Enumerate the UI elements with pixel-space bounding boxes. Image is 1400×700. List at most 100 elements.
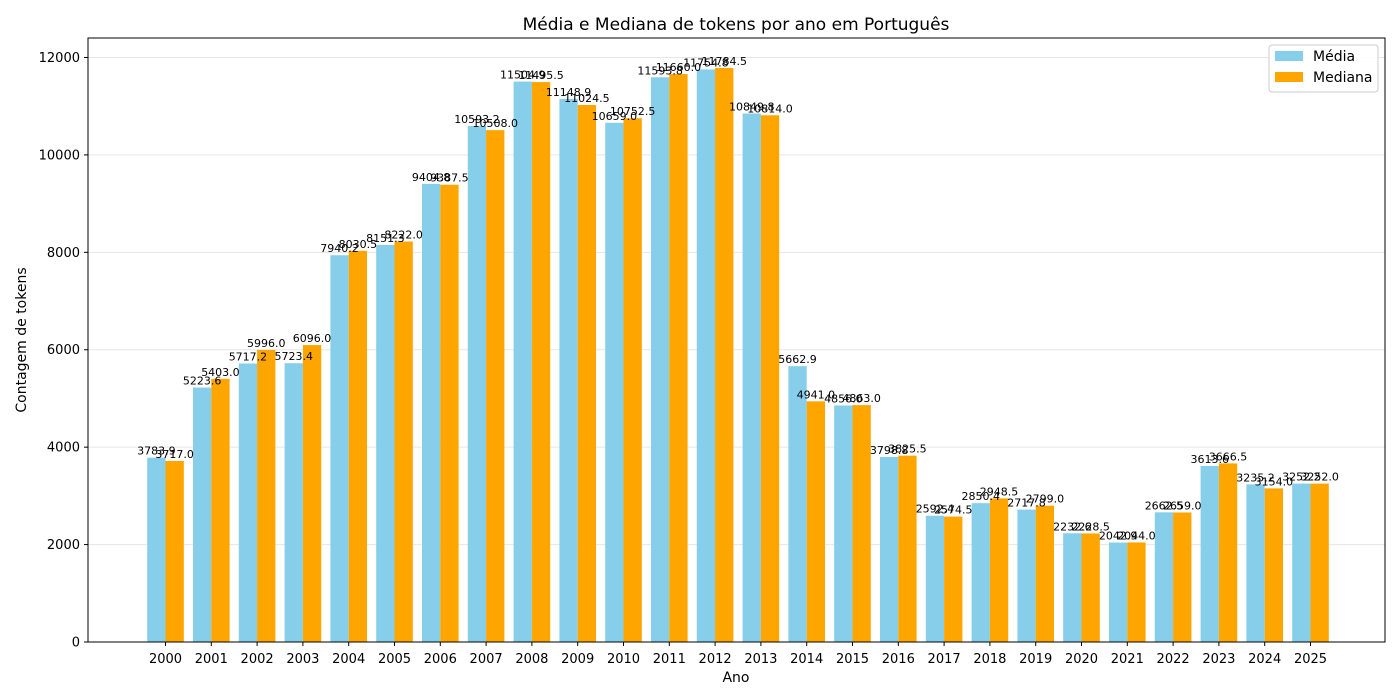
bar-media-2008 <box>513 81 532 642</box>
x-tick-label-2007: 2007 <box>470 652 503 667</box>
bar-mediana-2012 <box>715 67 734 642</box>
bar-media-2004 <box>330 255 349 642</box>
bar-label-mediana-2024: 3154.0 <box>1255 475 1294 488</box>
bar-media-2005 <box>376 244 395 642</box>
x-tick-label-2005: 2005 <box>378 652 411 667</box>
x-tick-label-2018: 2018 <box>973 652 1006 667</box>
bar-label-mediana-2022: 2659.0 <box>1163 499 1202 512</box>
bar-label-mediana-2016: 3825.5 <box>888 443 927 456</box>
x-tick-label-2011: 2011 <box>653 652 686 667</box>
x-tick-label-2008: 2008 <box>515 652 548 667</box>
bar-media-2017 <box>925 515 945 642</box>
legend: Média Mediana <box>1268 44 1379 93</box>
bar-label-media-2008: 11504.9 <box>500 69 546 82</box>
bar-label-mediana-2013: 10814.0 <box>747 102 793 115</box>
bar-label-mediana-2010: 10752.5 <box>610 105 656 118</box>
bar-mediana-2006 <box>440 184 459 642</box>
bar-media-2007 <box>467 126 487 642</box>
bar-media-2013 <box>742 113 761 642</box>
bar-label-media-2004: 7940.2 <box>320 242 359 255</box>
bar-label-mediana-2002: 5996.0 <box>247 337 286 350</box>
bar-label-mediana-2015: 4863.0 <box>842 392 881 405</box>
legend-label-mediana: Mediana <box>1313 70 1373 86</box>
bar-media-2014 <box>788 366 807 642</box>
x-tick-label-2009: 2009 <box>561 652 594 667</box>
bar-media-2024 <box>1246 484 1265 642</box>
x-tick-label-2015: 2015 <box>836 652 869 667</box>
y-tick-label-4000: 4000 <box>47 441 80 456</box>
y-tick-label-8000: 8000 <box>47 246 80 261</box>
bar-label-media-2002: 5717.2 <box>229 351 268 364</box>
bar-label-media-2018: 2850.4 <box>962 490 1001 503</box>
x-tick-label-2004: 2004 <box>332 652 365 667</box>
x-tick-label-2024: 2024 <box>1248 652 1281 667</box>
bar-label-mediana-2006: 9387.5 <box>430 172 469 185</box>
bar-label-mediana-2025: 3252.0 <box>1300 471 1339 484</box>
bar-mediana-2009 <box>577 105 596 642</box>
bar-label-media-2023: 3613.6 <box>1191 453 1230 466</box>
bar-media-2019 <box>1017 509 1036 642</box>
bar-media-2006 <box>422 183 441 642</box>
bar-label-media-2013: 10849.8 <box>729 101 775 114</box>
bar-mediana-2003 <box>302 345 322 642</box>
bar-label-media-2006: 9404.8 <box>412 171 451 184</box>
bar-label-media-2025: 3252.2 <box>1282 471 1321 484</box>
y-tick-label-2000: 2000 <box>47 538 80 553</box>
y-tick-label-6000: 6000 <box>47 343 80 358</box>
x-tick-label-2021: 2021 <box>1111 652 1144 667</box>
bar-media-2001 <box>193 387 212 642</box>
bar-mediana-2016 <box>898 455 917 642</box>
x-tick-label-2025: 2025 <box>1294 652 1327 667</box>
y-axis-ticks: 0 2000 4000 6000 8000 10000 12000 <box>39 51 88 651</box>
bar-label-mediana-2019: 2799.0 <box>1026 493 1065 506</box>
x-tick-label-2022: 2022 <box>1157 652 1190 667</box>
bar-mediana-2000 <box>165 460 184 642</box>
bar-label-media-2003: 5723.4 <box>275 350 314 363</box>
plot-frame <box>87 37 1386 643</box>
bar-media-2018 <box>971 503 990 642</box>
bars <box>147 67 1329 643</box>
gridlines <box>88 56 1385 546</box>
bar-media-2012 <box>696 69 716 642</box>
bar-media-2020 <box>1063 533 1082 642</box>
x-tick-label-2014: 2014 <box>790 652 823 667</box>
bar-media-2003 <box>284 363 303 642</box>
bar-mediana-2005 <box>394 241 413 642</box>
bar-media-2023 <box>1200 465 1219 642</box>
legend-swatch-mediana <box>1275 72 1303 82</box>
bar-mediana-2024 <box>1264 488 1283 642</box>
y-tick-label-0: 0 <box>72 636 80 651</box>
y-axis-title: Contagem de tokens <box>14 267 30 412</box>
bar-mediana-2014 <box>806 401 825 642</box>
legend-swatch-media <box>1275 51 1303 61</box>
bar-mediana-2010 <box>623 118 642 642</box>
bar-label-media-2012: 11754.8 <box>683 56 729 69</box>
x-tick-label-2003: 2003 <box>286 652 319 667</box>
bar-label-mediana-2011: 11660.0 <box>656 61 702 74</box>
bar-label-media-2011: 11593.8 <box>637 64 683 77</box>
bar-mediana-2017 <box>944 516 963 642</box>
bar-label-media-2016: 3798.8 <box>870 444 909 457</box>
bar-media-2000 <box>147 457 166 642</box>
y-tick-label-12000: 12000 <box>39 51 80 66</box>
bar-media-2011 <box>651 77 670 642</box>
bar-mediana-2019 <box>1035 505 1054 642</box>
bar-label-media-2000: 3783.9 <box>137 445 176 458</box>
x-tick-label-2017: 2017 <box>928 652 961 667</box>
bar-label-media-2007: 10593.2 <box>454 113 500 126</box>
bar-label-mediana-2004: 8030.5 <box>339 238 378 251</box>
bar-label-media-2019: 2717.8 <box>1007 497 1046 510</box>
bar-label-media-2009: 11148.9 <box>546 86 592 99</box>
bar-label-mediana-2005: 8222.0 <box>384 229 423 242</box>
bar-media-2022 <box>1154 512 1174 642</box>
legend-label-media: Média <box>1313 49 1355 65</box>
x-tick-label-2006: 2006 <box>424 652 457 667</box>
bar-mediana-2001 <box>211 378 230 642</box>
bar-mediana-2013 <box>760 115 780 643</box>
bar-mediana-2002 <box>257 349 276 642</box>
y-tick-label-10000: 10000 <box>39 148 80 163</box>
bar-mediana-2004 <box>348 250 367 643</box>
